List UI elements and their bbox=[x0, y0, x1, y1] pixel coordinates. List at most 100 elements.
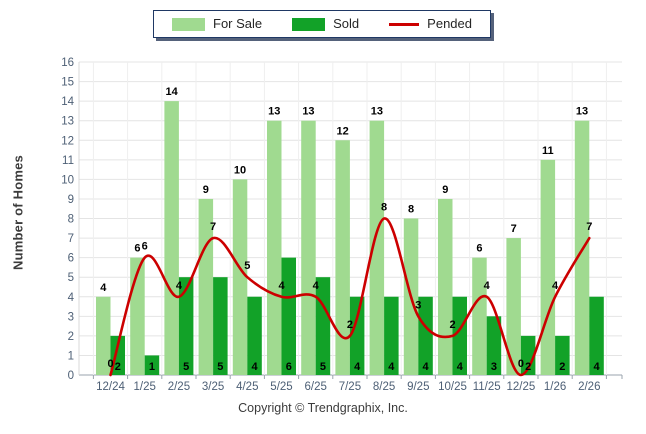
bar-sold bbox=[178, 277, 194, 375]
y-tick-label: 15 bbox=[61, 77, 74, 89]
pended-value-label: 0 bbox=[107, 358, 113, 370]
y-tick-label: 8 bbox=[68, 214, 74, 226]
bar-sold bbox=[418, 296, 433, 375]
x-tick-label: 12/24 bbox=[96, 381, 125, 393]
sold-value-label: 1 bbox=[149, 361, 155, 373]
y-tick-label: 6 bbox=[68, 253, 74, 265]
legend-item-sold: Sold bbox=[292, 16, 359, 32]
y-tick-label: 11 bbox=[62, 155, 74, 167]
sold-value-label: 4 bbox=[354, 361, 361, 373]
bar-for-sale bbox=[540, 159, 556, 375]
for-sale-value-label: 8 bbox=[408, 204, 414, 216]
pended-value-label: 6 bbox=[142, 241, 148, 253]
sold-value-label: 4 bbox=[593, 361, 600, 373]
bar-sold bbox=[144, 355, 160, 375]
pended-trend-line bbox=[109, 217, 591, 377]
for-sale-swatch-icon bbox=[172, 17, 205, 31]
sold-value-label: 4 bbox=[457, 361, 464, 373]
pended-value-label: 4 bbox=[176, 280, 183, 292]
for-sale-value-label: 13 bbox=[268, 106, 280, 118]
sold-value-label: 5 bbox=[217, 361, 223, 373]
for-sale-value-label: 13 bbox=[576, 106, 588, 118]
legend-label-pended: Pended bbox=[427, 16, 472, 31]
bar-sold bbox=[452, 296, 467, 375]
bar-sold bbox=[213, 277, 228, 375]
pended-value-label: 4 bbox=[484, 280, 491, 292]
for-sale-value-label: 13 bbox=[302, 106, 314, 118]
bar-sold bbox=[384, 296, 399, 375]
y-tick-label: 13 bbox=[61, 116, 74, 128]
y-tick-label: 14 bbox=[61, 96, 74, 108]
bar-for-sale bbox=[369, 120, 385, 375]
bar-for-sale bbox=[506, 238, 521, 375]
x-tick-label: 3/25 bbox=[202, 381, 224, 393]
pended-value-label: 0 bbox=[518, 358, 524, 370]
y-tick-label: 10 bbox=[61, 174, 74, 186]
pended-value-label: 8 bbox=[381, 202, 387, 214]
for-sale-value-label: 10 bbox=[234, 164, 246, 176]
x-tick-label: 5/25 bbox=[270, 381, 292, 393]
x-tick-label: 9/25 bbox=[407, 381, 429, 393]
pended-value-label: 3 bbox=[415, 299, 421, 311]
chart-legend: For Sale Sold Pended bbox=[153, 10, 491, 38]
y-tick-label: 9 bbox=[68, 194, 74, 206]
y-axis-title: Number of Homes bbox=[10, 155, 26, 270]
x-tick-label: 2/26 bbox=[578, 381, 600, 393]
x-tick-label: 1/25 bbox=[134, 381, 156, 393]
copyright-text: Copyright © Trendgraphix, Inc. bbox=[238, 401, 408, 415]
x-tick-label: 11/25 bbox=[473, 381, 501, 393]
x-tick-label: 4/25 bbox=[236, 381, 258, 393]
legend-item-for-sale: For Sale bbox=[172, 16, 262, 32]
bar-sold bbox=[349, 296, 365, 375]
pended-value-label: 2 bbox=[347, 319, 353, 331]
y-tick-label: 16 bbox=[61, 57, 74, 69]
legend-label-sold: Sold bbox=[333, 16, 360, 31]
sold-value-label: 4 bbox=[251, 361, 258, 373]
for-sale-value-label: 6 bbox=[476, 243, 482, 255]
x-tick-label: 7/25 bbox=[339, 381, 361, 393]
y-tick-label: 2 bbox=[68, 331, 74, 343]
bar-for-sale bbox=[96, 296, 111, 375]
sold-value-label: 2 bbox=[559, 361, 565, 373]
legend-label-for-sale: For Sale bbox=[213, 16, 263, 31]
legend-item-pended: Pended bbox=[389, 16, 472, 32]
for-sale-value-label: 6 bbox=[134, 243, 140, 255]
x-tick-label: 10/25 bbox=[438, 381, 467, 393]
bar-for-sale bbox=[301, 120, 316, 375]
sold-value-label: 4 bbox=[422, 361, 429, 373]
bar-sold bbox=[247, 296, 262, 375]
bar-sold bbox=[555, 335, 570, 375]
bar-for-sale bbox=[232, 179, 248, 375]
sold-value-label: 4 bbox=[388, 361, 395, 373]
bar-for-sale bbox=[438, 198, 453, 375]
bar-for-sale bbox=[472, 257, 487, 375]
bar-sold bbox=[281, 257, 296, 375]
pended-value-label: 4 bbox=[552, 280, 559, 292]
bar-sold bbox=[589, 296, 604, 375]
bar-for-sale bbox=[267, 120, 282, 375]
pended-value-label: 5 bbox=[244, 260, 250, 272]
bar-sold bbox=[486, 316, 502, 375]
bar-sold bbox=[520, 335, 536, 375]
y-tick-label: 4 bbox=[68, 292, 75, 304]
for-sale-value-label: 14 bbox=[166, 86, 179, 98]
pended-value-label: 7 bbox=[586, 221, 592, 233]
x-tick-label: 1/26 bbox=[544, 381, 566, 393]
sold-value-label: 2 bbox=[115, 361, 121, 373]
pended-value-label: 2 bbox=[449, 319, 455, 331]
bar-for-sale bbox=[164, 101, 179, 375]
for-sale-value-label: 9 bbox=[442, 184, 448, 196]
y-tick-label: 1 bbox=[68, 350, 74, 362]
sold-value-label: 6 bbox=[286, 361, 292, 373]
x-tick-label: 2/25 bbox=[168, 381, 190, 393]
sold-value-label: 2 bbox=[525, 361, 531, 373]
y-tick-label: 12 bbox=[61, 135, 74, 147]
for-sale-value-label: 9 bbox=[203, 184, 209, 196]
for-sale-value-label: 7 bbox=[511, 223, 517, 235]
pended-value-label: 4 bbox=[313, 280, 320, 292]
for-sale-value-label: 12 bbox=[337, 125, 349, 137]
y-tick-label: 7 bbox=[68, 233, 74, 245]
bar-for-sale bbox=[335, 140, 350, 375]
